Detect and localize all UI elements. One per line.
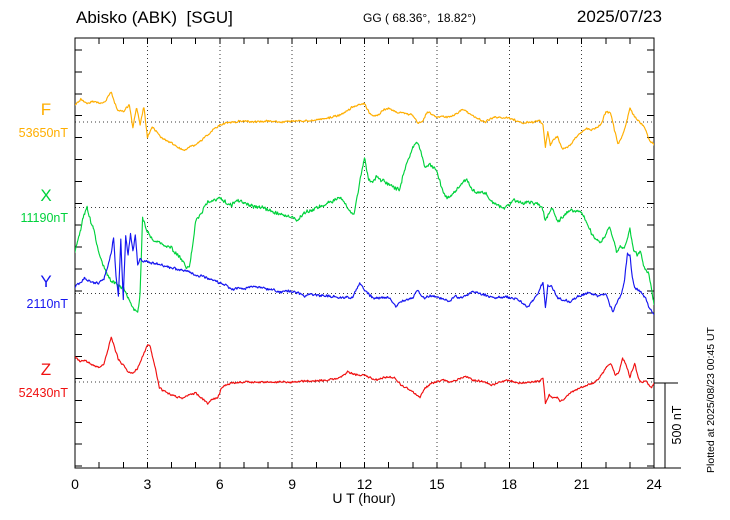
station-title: Abisko (ABK) [SGU] (76, 8, 233, 27)
channel-label-x: X (40, 186, 52, 205)
x-tick-label: 9 (288, 476, 297, 492)
x-tick-label: 24 (646, 476, 662, 492)
series-F-line (75, 91, 654, 152)
x-tick-label: 21 (573, 476, 590, 492)
channel-label-f: F (40, 100, 52, 119)
plotted-at-note: Plotted at 2025/08/23 00:45 UT (705, 326, 717, 473)
plot-date: 2025/07/23 (576, 7, 662, 26)
scale-bar-label: 500 nT (670, 405, 684, 444)
channel-baseline-x: 11190nT (20, 211, 69, 225)
channel-label-z: Z (40, 360, 52, 379)
channel-baseline-f: 53650nT (18, 126, 68, 140)
x-tick-label: 0 (71, 476, 79, 492)
x-tick-label: 12 (356, 476, 373, 492)
trace-curves (75, 91, 654, 405)
series-X-line (75, 141, 654, 313)
channel-baseline-y: 2110nT (26, 297, 68, 311)
geographic-coordinates: GG ( 68.36°, 18.82°) (363, 11, 476, 25)
plot-frame (74, 37, 655, 469)
channel-baseline-z: 52430nT (18, 386, 68, 400)
scale-bar: 500 nT (654, 382, 684, 469)
x-tick-label: 18 (501, 476, 518, 492)
x-tick-label: 6 (215, 476, 224, 492)
x-tick-label: 15 (429, 476, 445, 492)
series-Y-line (75, 232, 654, 316)
x-tick-label: 3 (143, 476, 152, 492)
x-axis-title: U T (hour) (332, 490, 396, 506)
dotted-gridlines (75, 38, 654, 468)
series-Z-line (75, 336, 654, 405)
channel-label-y: Y (40, 272, 52, 291)
